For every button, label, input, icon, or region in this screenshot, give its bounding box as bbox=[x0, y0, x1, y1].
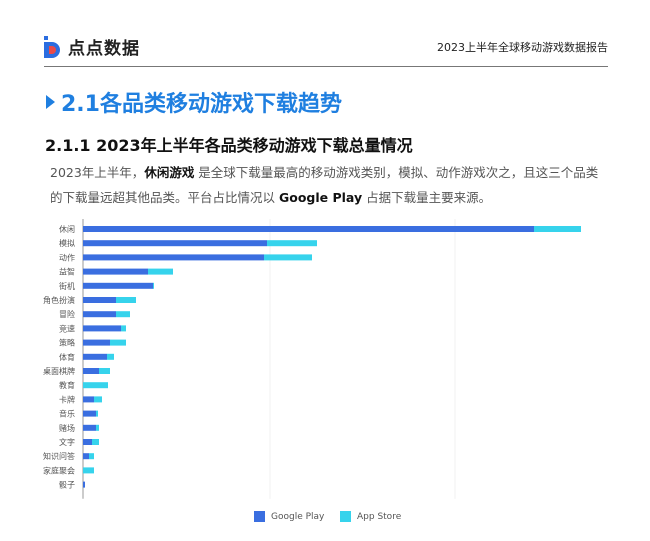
category-label: 策略 bbox=[59, 338, 75, 348]
bar-app-store bbox=[116, 311, 130, 318]
bar-google-play bbox=[83, 226, 534, 232]
category-label: 桌面棋牌 bbox=[43, 366, 75, 376]
logo-text: 点点数据 bbox=[68, 39, 140, 59]
category-label: 竞速 bbox=[59, 323, 75, 333]
bar-app-store bbox=[264, 254, 312, 261]
para-text: 占据下载量主要来源。 bbox=[362, 190, 492, 205]
legend-app-store: App Store bbox=[340, 511, 401, 522]
category-label: 赌场 bbox=[59, 423, 75, 433]
bar-app-store bbox=[89, 453, 94, 460]
category-label: 模拟 bbox=[59, 238, 75, 248]
logo-icon bbox=[44, 35, 60, 58]
bar-google-play bbox=[83, 353, 107, 360]
bar-google-play bbox=[83, 481, 85, 488]
category-label: 家庭聚会 bbox=[43, 465, 75, 475]
subsection-title: 2.1.1 2023年上半年各品类移动游戏下载总量情况 bbox=[45, 136, 413, 155]
bar-google-play bbox=[83, 339, 110, 346]
bar-app-store bbox=[121, 325, 126, 332]
category-label: 街机 bbox=[59, 281, 75, 291]
category-label: 动作 bbox=[59, 252, 75, 262]
bar-app-store bbox=[83, 382, 108, 389]
para-text: 2023年上半年， bbox=[50, 165, 145, 180]
bar-app-store bbox=[96, 410, 98, 417]
bar-google-play bbox=[83, 240, 267, 247]
bar-app-store bbox=[534, 226, 581, 232]
bar-google-play bbox=[83, 410, 96, 417]
legend-label: Google Play bbox=[271, 511, 325, 522]
bar-app-store bbox=[96, 424, 99, 431]
paragraph: 2023年上半年，休闲游戏 是全球下载量最高的移动游戏类别，模拟、动作游戏次之，… bbox=[50, 160, 610, 210]
bar-app-store bbox=[153, 282, 154, 289]
bar-google-play bbox=[83, 325, 121, 332]
logo: 点点数据 bbox=[44, 34, 140, 59]
bar-google-play bbox=[83, 282, 153, 289]
para-bold: 休闲游戏 bbox=[144, 165, 195, 180]
bar-chart: 休闲模拟动作益智街机角色扮演冒险竞速策略体育桌面棋牌教育卡牌音乐赌场文字知识问答… bbox=[43, 219, 581, 499]
bar-google-play bbox=[83, 396, 94, 403]
category-label: 音乐 bbox=[59, 409, 75, 419]
bar-google-play bbox=[83, 254, 264, 261]
legend-swatch bbox=[254, 511, 265, 522]
bar-app-store bbox=[99, 368, 110, 374]
triangle-icon bbox=[46, 95, 55, 109]
section-title-text: 2.1各品类移动游戏下载趋势 bbox=[61, 92, 342, 117]
legend-swatch bbox=[340, 511, 351, 522]
bar-app-store bbox=[92, 439, 99, 445]
category-label: 教育 bbox=[59, 380, 75, 390]
bar-google-play bbox=[83, 439, 92, 445]
category-label: 角色扮演 bbox=[43, 295, 75, 305]
bar-app-store bbox=[267, 240, 317, 247]
bar-google-play bbox=[83, 368, 99, 374]
legend-label: App Store bbox=[357, 511, 402, 522]
bar-google-play bbox=[83, 297, 116, 303]
bar-app-store bbox=[110, 339, 126, 346]
category-label: 休闲 bbox=[59, 224, 75, 234]
legend-google-play: Google Play bbox=[254, 511, 324, 522]
para-bold: Google Play bbox=[278, 190, 363, 205]
para-text: 是全球下载量最高的移动游戏类别，模拟、动作游戏次之，且这三个品类的下载量远超其他… bbox=[50, 165, 599, 205]
bar-google-play bbox=[83, 424, 96, 431]
bar-google-play bbox=[83, 268, 148, 275]
header-divider bbox=[44, 66, 608, 67]
category-label: 冒险 bbox=[59, 309, 75, 319]
bar-app-store bbox=[148, 268, 173, 275]
report-title: 2023上半年全球移动游戏数据报告 bbox=[437, 41, 608, 54]
bar-app-store bbox=[94, 396, 102, 403]
bar-app-store bbox=[107, 353, 114, 360]
category-label: 体育 bbox=[59, 352, 75, 362]
bar-google-play bbox=[83, 453, 89, 460]
category-label: 卡牌 bbox=[59, 394, 75, 404]
category-label: 文字 bbox=[59, 437, 75, 447]
category-label: 益智 bbox=[59, 267, 75, 277]
bar-app-store bbox=[116, 297, 136, 303]
category-label: 知识问答 bbox=[43, 451, 75, 461]
section-title: 2.1各品类移动游戏下载趋势 bbox=[46, 86, 342, 118]
bar-app-store bbox=[83, 467, 94, 474]
category-label: 骰子 bbox=[59, 481, 75, 490]
bar-google-play bbox=[83, 311, 116, 318]
